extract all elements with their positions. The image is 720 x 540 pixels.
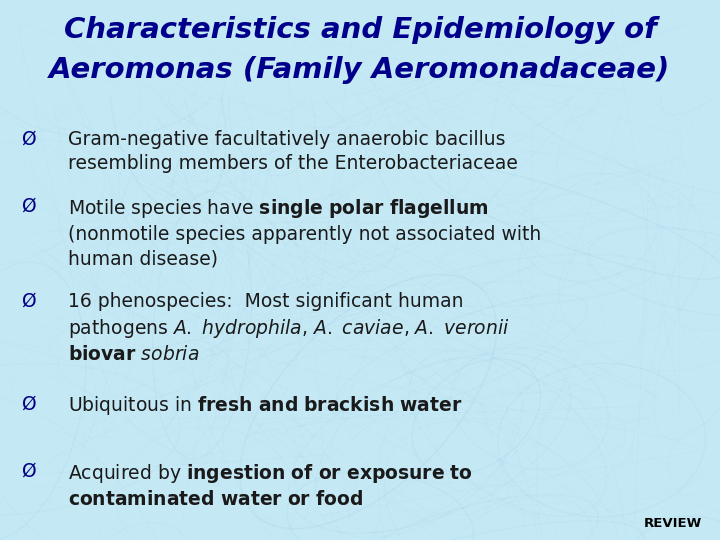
Text: Aeromonas (Family Aeromonadaceae): Aeromonas (Family Aeromonadaceae) [50, 56, 670, 84]
FancyBboxPatch shape [0, 0, 720, 97]
Text: Ø: Ø [22, 462, 36, 481]
Text: Ø: Ø [22, 130, 36, 148]
Text: Ø: Ø [22, 197, 36, 216]
Text: Characteristics and Epidemiology of: Characteristics and Epidemiology of [63, 16, 657, 44]
Text: Acquired by $\mathbf{ingestion\ of\ or\ exposure\ to}$
$\mathbf{contaminated\ wa: Acquired by $\mathbf{ingestion\ of\ or\ … [68, 462, 473, 509]
Text: REVIEW: REVIEW [644, 517, 702, 530]
Text: Ø: Ø [22, 292, 36, 310]
Text: Ubiquitous in $\mathbf{fresh\ and\ brackish\ water}$: Ubiquitous in $\mathbf{fresh\ and\ brack… [68, 394, 463, 417]
Text: 16 phenospecies:  Most significant human
pathogens $\mathbf{\mathit{A.\ hydrophi: 16 phenospecies: Most significant human … [68, 292, 510, 364]
Text: Gram-negative facultatively anaerobic bacillus
resembling members of the Enterob: Gram-negative facultatively anaerobic ba… [68, 130, 518, 173]
Text: Ø: Ø [22, 394, 36, 413]
Text: Motile species have $\mathbf{single\ polar\ flagellum}$
(nonmotile species appar: Motile species have $\mathbf{single\ pol… [68, 197, 541, 268]
